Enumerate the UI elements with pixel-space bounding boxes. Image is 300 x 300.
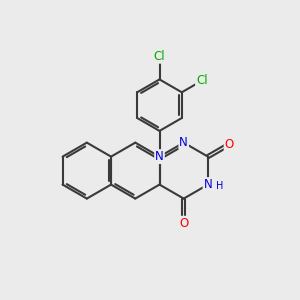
Text: N: N [204, 178, 212, 191]
Text: O: O [179, 217, 188, 230]
Text: O: O [225, 138, 234, 151]
Text: H: H [216, 181, 224, 191]
Text: N: N [179, 136, 188, 149]
Text: Cl: Cl [196, 74, 208, 87]
Text: Cl: Cl [154, 50, 165, 63]
Text: N: N [155, 150, 164, 163]
